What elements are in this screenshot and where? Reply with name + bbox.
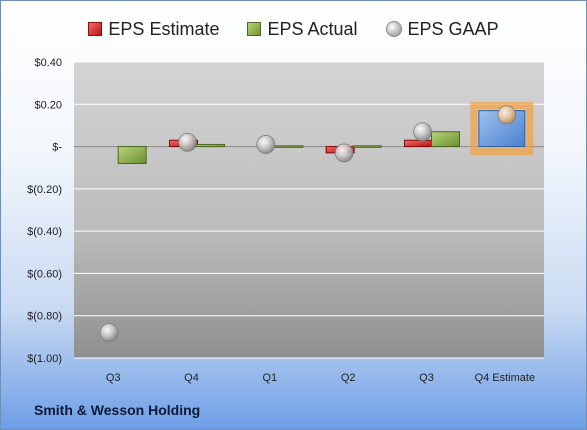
y-tick-label: $(0.20): [27, 184, 62, 196]
bar-eps-actual: [352, 145, 382, 148]
y-tick-label: $(0.60): [27, 268, 62, 280]
legend-label-eps-gaap: EPS GAAP: [407, 18, 499, 39]
bar-eps-estimate: [404, 139, 433, 148]
chart-legend: EPS Estimate EPS Actual EPS GAAP: [0, 14, 587, 44]
eps-gaap-point: [413, 122, 432, 142]
red-cube-icon: [88, 22, 103, 36]
x-tick-label: Q4 Estimate: [475, 372, 536, 384]
bar-eps-actual: [117, 146, 147, 164]
y-tick-label: $0.40: [34, 57, 62, 69]
x-tick-label: Q2: [341, 372, 356, 384]
bar-eps-actual: [274, 145, 304, 148]
legend-label-eps-estimate: EPS Estimate: [108, 18, 220, 39]
bar-eps-actual: [431, 131, 460, 148]
gray-sphere-icon: [385, 21, 402, 37]
eps-gaap-point: [256, 135, 276, 154]
plot-area: [74, 62, 544, 358]
bar-eps-actual: [196, 143, 225, 148]
x-tick-label: Q1: [262, 372, 277, 384]
y-tick-label: $(0.80): [27, 311, 62, 323]
highlight-glow: [470, 102, 534, 156]
legend-label-eps-actual: EPS Actual: [267, 18, 358, 39]
eps-gaap-point: [178, 132, 197, 152]
eps-gaap-point: [99, 323, 119, 343]
x-tick-label: Q3: [419, 372, 434, 384]
legend-item-eps-actual: EPS Actual: [247, 18, 358, 40]
y-tick-label: $-: [52, 142, 62, 154]
eps-gaap-point: [497, 105, 517, 125]
legend-item-eps-gaap: EPS GAAP: [385, 18, 499, 40]
legend-item-eps-estimate: EPS Estimate: [88, 19, 219, 40]
company-name: Smith & Wesson Holding: [34, 402, 201, 418]
y-tick-label: $0.20: [34, 99, 62, 111]
green-cube-icon: [247, 22, 262, 36]
eps-gaap-point: [334, 143, 354, 163]
x-tick-label: Q3: [106, 372, 121, 384]
y-tick-label: $(1.00): [27, 353, 62, 365]
x-tick-label: Q4: [184, 372, 199, 384]
y-tick-label: $(0.40): [27, 226, 62, 238]
